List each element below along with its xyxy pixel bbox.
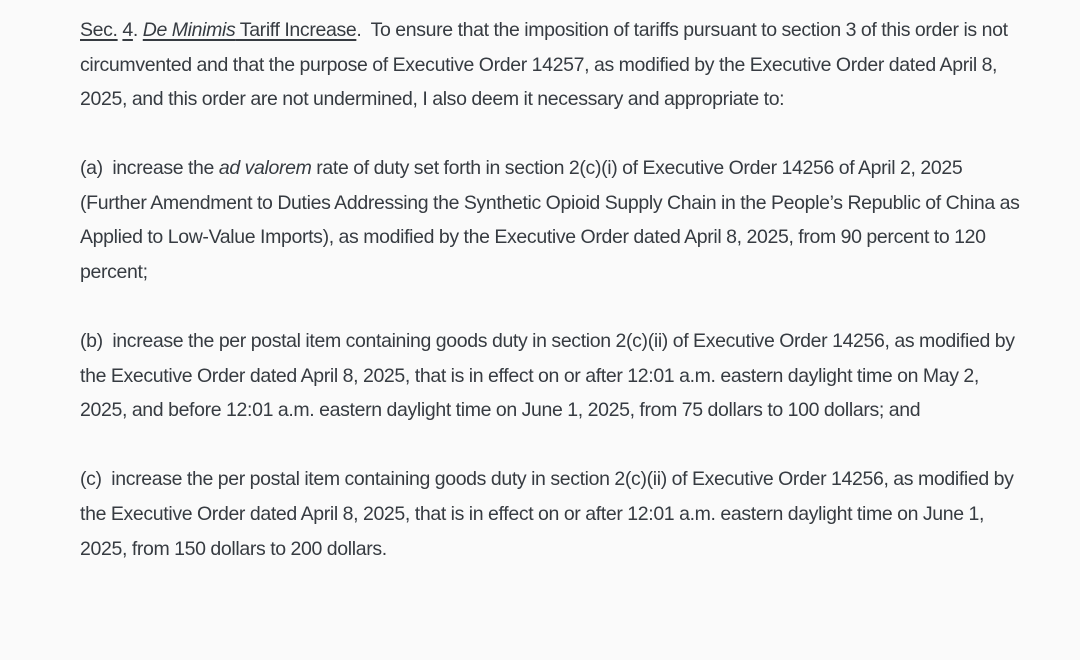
text-run: Tariff Increase — [235, 19, 357, 41]
document-body: Sec. 4. De Minimis Tariff Increase. To e… — [80, 13, 1020, 566]
subsection-c-paragraph: (c) increase the per postal item contain… — [80, 462, 1020, 566]
text-run: rate of duty set forth in section 2(c)(i… — [80, 157, 1024, 284]
text-run: . To ensure that the imposition of tarif… — [80, 19, 1013, 111]
text-run: De Minimis — [142, 19, 236, 41]
subsection-a-paragraph: (a) increase the ad valorem rate of duty… — [80, 151, 1020, 289]
text-run: 4 — [122, 19, 133, 41]
text-run: ad valorem — [218, 157, 312, 180]
text-run: (a) increase the — [80, 157, 219, 180]
text-run: (c) increase the per postal item contain… — [80, 468, 1019, 560]
section-4-intro-paragraph: Sec. 4. De Minimis Tariff Increase. To e… — [80, 13, 1020, 117]
text-run: Sec. — [80, 19, 118, 41]
text-run: (b) increase the per postal item contain… — [80, 330, 1020, 422]
subsection-b-paragraph: (b) increase the per postal item contain… — [80, 324, 1020, 428]
text-run: . — [132, 19, 143, 41]
